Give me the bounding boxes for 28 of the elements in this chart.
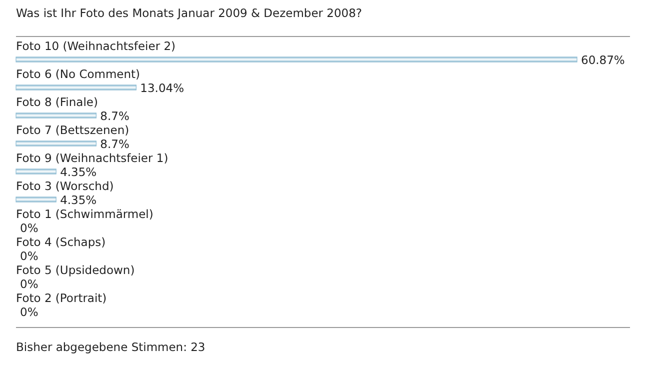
y-tick-label: Foto 10 (Weihnachtsfeier 2) [16,39,176,53]
y-tick-label: Foto 8 (Finale) [16,95,98,109]
data-label: 4.35% [60,193,97,207]
data-label: 0% [20,221,38,235]
data-label: 13.04% [140,81,184,95]
bar [16,140,96,146]
bar [16,196,56,202]
data-label: 60.87% [581,53,625,67]
y-tick-label: Foto 4 (Schaps) [16,235,106,249]
y-tick-label: Foto 3 (Worschd) [16,179,114,193]
bar [16,168,56,174]
y-tick-label: Foto 6 (No Comment) [16,67,140,81]
y-tick-label: Foto 9 (Weihnachtsfeier 1) [16,151,168,165]
text: Bisher abgegebene Stimmen: 23 [16,340,206,354]
bar [16,84,136,90]
y-tick-label: Foto 1 (Schwimmärmel) [16,207,154,221]
data-label: 4.35% [60,165,97,179]
chart-title: Was ist Ihr Foto des Monats Januar 2009 & Dezember 2008? [16,6,362,20]
bar [16,56,578,62]
data-label: 0% [20,249,38,263]
y-tick-label: Foto 5 (Upsidedown) [16,263,135,277]
data-label: 0% [20,277,38,291]
data-label: 0% [20,305,38,319]
bar [16,112,96,118]
data-label: 8.7% [100,137,130,151]
data-label: 8.7% [100,109,130,123]
y-tick-label: Foto 7 (Bettszenen) [16,123,130,137]
y-tick-label: Foto 2 (Portrait) [16,291,107,305]
